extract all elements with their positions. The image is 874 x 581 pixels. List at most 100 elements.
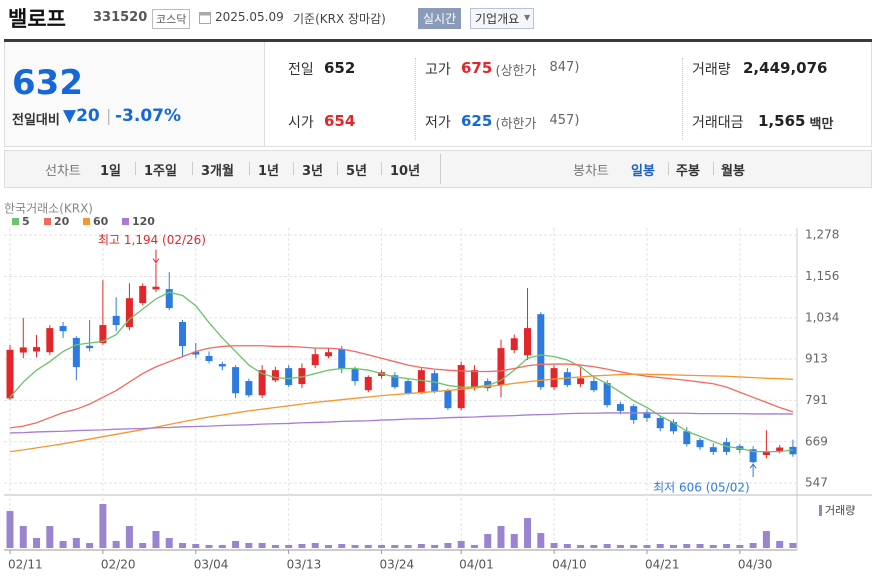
volume-bar	[723, 544, 731, 548]
change-label: 전일대비	[12, 113, 60, 128]
period-option[interactable]: 1일	[100, 164, 122, 179]
period-option[interactable]: 월봉	[721, 164, 745, 179]
y-tick-label: 1,156	[805, 269, 839, 283]
quote-label: 고가	[425, 62, 451, 78]
current-price: 632	[12, 63, 83, 103]
candle-body	[6, 349, 14, 399]
source: 한국거래소(KRX)	[4, 202, 93, 216]
volume-bar	[749, 543, 757, 548]
period-sep	[668, 162, 669, 175]
volume-bar	[404, 545, 412, 548]
candle-body	[232, 367, 240, 394]
candle-body	[99, 325, 107, 344]
volume-bar	[152, 531, 160, 548]
candle-body	[762, 451, 770, 455]
candle-body	[125, 298, 133, 328]
volume-bar	[417, 544, 425, 548]
moving-average	[9, 373, 793, 453]
candle-body	[298, 368, 306, 385]
volume-bar	[324, 545, 332, 548]
candle-body	[179, 321, 187, 347]
y-tick-label: 791	[805, 393, 828, 407]
period-option[interactable]: 1년	[258, 164, 280, 179]
period-option[interactable]: 일봉	[631, 164, 655, 179]
candle-body	[152, 286, 160, 290]
volume-bar	[470, 545, 478, 548]
candle-body	[285, 368, 293, 386]
candle-body	[139, 286, 147, 303]
period-option[interactable]: 1주일	[144, 164, 177, 179]
period-option[interactable]: 주봉	[676, 164, 700, 179]
line-chart-label: 선차트	[45, 164, 81, 179]
candle-body	[72, 337, 80, 368]
volume-bar	[484, 534, 492, 548]
legend-swatch	[122, 218, 129, 225]
candle-body	[417, 370, 425, 393]
change-rate: -3.07%	[115, 106, 182, 126]
candle-body	[258, 370, 266, 396]
candle-body	[709, 447, 717, 452]
candle-body	[165, 289, 173, 309]
volume-bar	[6, 511, 14, 548]
candle-body	[749, 449, 757, 463]
candle-body	[338, 349, 346, 370]
period-option[interactable]: 10년	[390, 164, 421, 179]
low-arrow	[749, 463, 757, 478]
volume-bar	[271, 545, 279, 548]
period-option[interactable]: 3년	[302, 164, 324, 179]
legend-label: 5	[22, 215, 30, 228]
legend-swatch	[44, 218, 51, 225]
quote-label: 전일	[288, 62, 314, 78]
volume-bar	[683, 544, 691, 548]
candle-body	[404, 381, 412, 394]
candle-body	[696, 440, 704, 448]
period-sep	[440, 154, 441, 184]
x-tick-label: 04/21	[645, 558, 680, 572]
y-tick-label: 547	[805, 476, 828, 490]
volume-legend-swatch	[819, 505, 822, 516]
x-tick-label: 02/20	[101, 558, 136, 572]
quote-label: 거래량	[692, 62, 731, 78]
candle-body	[577, 378, 585, 385]
x-tick-label: 04/10	[552, 558, 587, 572]
candle-body	[218, 364, 226, 367]
quote-label: 저가	[425, 115, 451, 131]
volume-bar	[643, 545, 651, 548]
y-tick-label: 1,034	[805, 310, 839, 324]
candle-body	[590, 381, 598, 391]
period-sep	[713, 162, 714, 175]
candle-body	[59, 326, 67, 332]
candle-body	[643, 412, 651, 419]
volume-bar	[537, 533, 545, 548]
candle-body	[497, 348, 505, 386]
volume-bar	[378, 545, 386, 548]
legend-label: 20	[54, 215, 70, 228]
realtime-button[interactable]: 실시간	[418, 8, 462, 29]
quote-unit: 백만	[809, 117, 834, 132]
x-tick-label: 04/30	[738, 558, 773, 572]
volume-bar	[590, 545, 598, 548]
volume-bar	[232, 541, 240, 548]
candle-body	[205, 355, 213, 362]
volume-bar	[125, 526, 133, 548]
candle-body	[444, 390, 452, 409]
volume-bar	[577, 545, 585, 548]
candle-chart-label: 봉차트	[573, 164, 609, 179]
period-bar	[4, 150, 872, 188]
volume-bar	[431, 545, 439, 548]
company-button[interactable]: 기업개요 ▼	[470, 8, 535, 29]
period-option[interactable]: 5년	[346, 164, 368, 179]
stock-code: 331520	[93, 10, 148, 25]
volume-bar	[165, 538, 173, 548]
quote-value: 1,565	[758, 112, 806, 130]
quote-note-value: 847)	[549, 60, 580, 75]
candle-body	[311, 354, 319, 366]
legend-label: 60	[93, 215, 109, 228]
period-option[interactable]: 3개월	[201, 164, 234, 179]
period-sep	[249, 162, 250, 175]
calendar-icon	[199, 12, 211, 24]
volume-bar	[99, 504, 107, 548]
y-tick-label: 1,278	[805, 228, 839, 242]
